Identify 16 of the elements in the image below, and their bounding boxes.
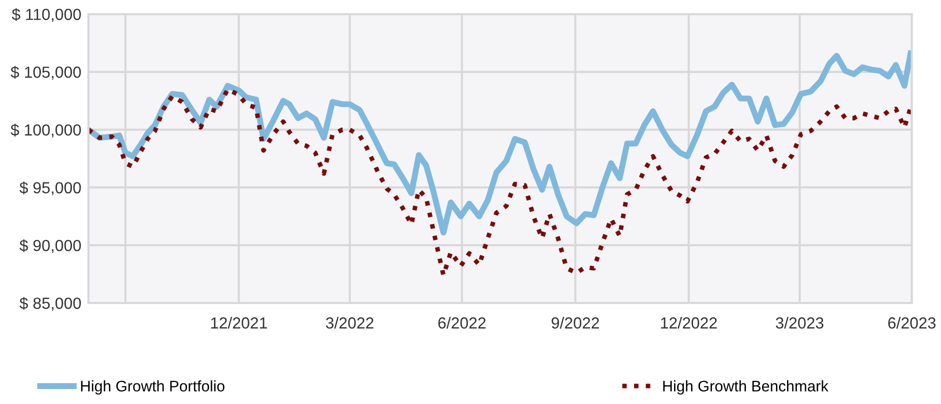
- x-tick-label: 6/2022: [438, 316, 486, 329]
- y-tick-label: $ 90,000: [20, 239, 81, 254]
- line-series: [88, 87, 912, 278]
- y-tick-label: $ 105,000: [10, 66, 81, 80]
- x-tick-label: 6/2023: [888, 316, 936, 329]
- x-tick-label: 3/2022: [326, 316, 374, 329]
- x-tick-label: 12/2021: [211, 316, 267, 329]
- y-tick-label: $ 85,000: [20, 296, 81, 311]
- x-tick-label: 9/2022: [552, 316, 599, 329]
- y-tick-label: $ 95,000: [20, 181, 81, 196]
- legend-label: High Growth Portfolio: [81, 380, 224, 395]
- y-tick-label: $ 100,000: [10, 124, 81, 138]
- x-tick-label: 12/2022: [661, 316, 717, 329]
- legend-label: High Growth Benchmark: [663, 380, 828, 395]
- x-tick-label: 3/2023: [776, 316, 824, 329]
- y-tick-label: $ 110,000: [12, 8, 81, 22]
